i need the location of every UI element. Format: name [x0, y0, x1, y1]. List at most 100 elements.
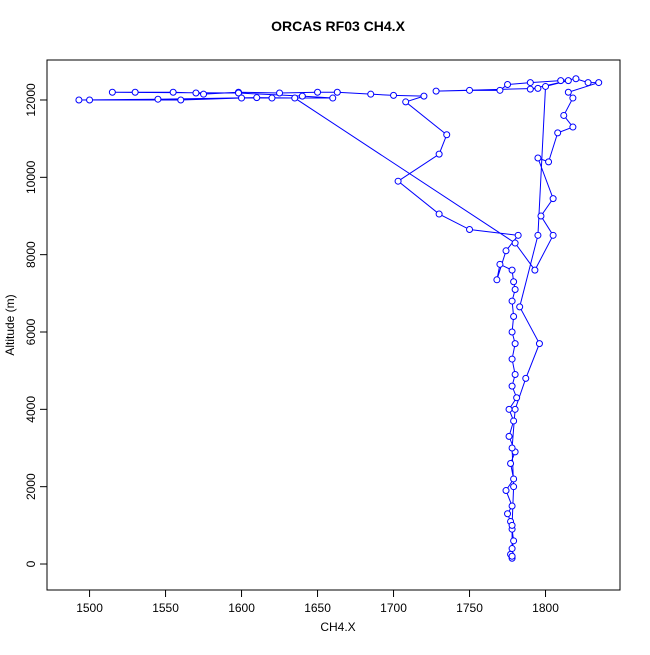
data-point	[432, 87, 440, 95]
data-point	[333, 88, 341, 96]
data-point	[508, 266, 516, 274]
data-point	[493, 276, 501, 284]
data-point	[508, 552, 516, 560]
data-point	[542, 82, 550, 90]
data-point	[569, 94, 577, 102]
data-point	[572, 75, 580, 83]
data-point	[108, 88, 116, 96]
data-point	[564, 88, 572, 96]
data-point	[514, 231, 522, 239]
data-point	[584, 79, 592, 87]
y-tick-label: 12000	[24, 83, 38, 117]
data-point	[508, 502, 516, 510]
data-point	[510, 278, 518, 286]
data-point	[510, 483, 518, 491]
data-point	[131, 88, 139, 96]
data-point	[560, 111, 568, 119]
data-point	[75, 96, 83, 104]
data-point	[537, 212, 545, 220]
y-tick-label: 4000	[24, 396, 38, 423]
data-point	[86, 96, 94, 104]
data-point	[510, 313, 518, 321]
data-point	[535, 340, 543, 348]
data-point	[511, 285, 519, 293]
x-tick-label: 1800	[532, 601, 559, 615]
y-tick-label: 0	[24, 560, 38, 567]
data-point	[276, 89, 284, 97]
x-tick-label: 1550	[152, 601, 179, 615]
data-point	[502, 247, 510, 255]
x-tick-label: 1750	[456, 601, 483, 615]
y-tick-label: 6000	[24, 318, 38, 345]
x-axis-label: CH4.X	[320, 620, 355, 634]
data-point	[390, 91, 398, 99]
y-tick-label: 10000	[24, 160, 38, 194]
data-point	[595, 79, 603, 87]
data-point	[511, 239, 519, 247]
x-tick-label: 1650	[304, 601, 331, 615]
data-point	[508, 328, 516, 336]
data-point	[513, 394, 521, 402]
data-point	[367, 90, 375, 98]
data-point	[443, 131, 451, 139]
chart-title: ORCAS RF03 CH4.X	[271, 18, 405, 34]
y-tick-label: 2000	[24, 473, 38, 500]
data-point	[505, 432, 513, 440]
data-point	[496, 86, 504, 94]
data-point	[507, 459, 515, 467]
data-point	[569, 123, 577, 131]
data-point	[291, 94, 299, 102]
data-point	[508, 444, 516, 452]
data-point	[496, 260, 504, 268]
data-point	[545, 158, 553, 166]
data-point	[466, 86, 474, 94]
data-point	[549, 231, 557, 239]
data-point	[508, 521, 516, 529]
data-point	[511, 405, 519, 413]
y-axis-label: Altitude (m)	[3, 294, 17, 355]
x-tick-label: 1700	[380, 601, 407, 615]
data-point	[504, 81, 512, 89]
data-point	[298, 92, 306, 100]
data-point	[516, 303, 524, 311]
data-point	[235, 89, 243, 97]
data-point	[435, 150, 443, 158]
data-point	[314, 88, 322, 96]
data-point	[504, 510, 512, 518]
data-point	[329, 94, 337, 102]
data-point	[402, 98, 410, 106]
data-point	[394, 177, 402, 185]
data-point	[508, 355, 516, 363]
data-point	[531, 266, 539, 274]
data-point	[505, 405, 513, 413]
data-point	[510, 475, 518, 483]
data-point	[268, 94, 276, 102]
y-tick-label: 8000	[24, 241, 38, 268]
data-point	[177, 96, 185, 104]
data-point	[508, 297, 516, 305]
data-point	[192, 89, 200, 97]
x-tick-label: 1500	[76, 601, 103, 615]
data-point	[510, 537, 518, 545]
data-point	[508, 382, 516, 390]
x-tick-label: 1600	[228, 601, 255, 615]
data-point	[526, 85, 534, 93]
data-point	[534, 154, 542, 162]
data-point	[154, 95, 162, 103]
data-point	[534, 84, 542, 92]
data-point	[526, 79, 534, 87]
data-point	[522, 374, 530, 382]
data-point	[420, 92, 428, 100]
data-point	[508, 545, 516, 553]
data-point	[534, 231, 542, 239]
data-point	[554, 129, 562, 137]
data-point	[511, 340, 519, 348]
data-point	[549, 195, 557, 203]
data-point	[253, 94, 261, 102]
data-point	[169, 88, 177, 96]
data-point	[557, 77, 565, 85]
data-point	[200, 90, 208, 98]
data-point	[511, 371, 519, 379]
